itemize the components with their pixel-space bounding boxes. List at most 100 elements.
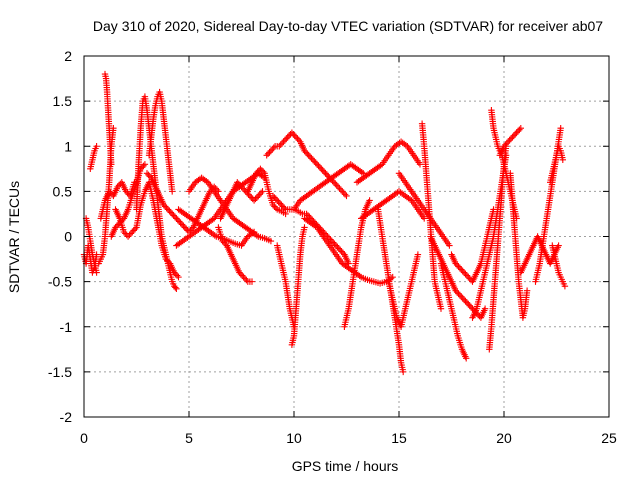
- y-tick-label: 2: [64, 48, 72, 64]
- data-point: [500, 143, 508, 150]
- series-arc-30: [418, 120, 445, 312]
- data-point: [236, 269, 243, 276]
- data-point: [236, 182, 244, 189]
- data-point: [306, 153, 314, 160]
- data-point: [466, 275, 473, 282]
- data-point: [313, 161, 321, 168]
- data-point: [285, 132, 293, 139]
- data-point: [173, 285, 180, 293]
- data-point: [334, 243, 341, 251]
- data-point: [463, 299, 471, 306]
- series-arc-35: [486, 143, 510, 353]
- data-point: [167, 209, 174, 216]
- data-point: [294, 135, 301, 142]
- data-point: [211, 232, 218, 239]
- data-point: [302, 149, 310, 156]
- data-point: [180, 222, 187, 230]
- data-point: [288, 129, 296, 136]
- data-point: [138, 164, 146, 171]
- data-point: [263, 152, 270, 159]
- x-axis-label: GPS time / hours: [292, 458, 399, 474]
- data-point: [509, 134, 516, 141]
- data-point: [126, 231, 133, 239]
- data-point: [459, 267, 466, 275]
- data-point: [254, 168, 261, 176]
- data-point: [332, 242, 340, 249]
- chart-title: Day 310 of 2020, Sidereal Day-to-day VTE…: [93, 18, 603, 34]
- data-point: [164, 206, 172, 213]
- data-point: [169, 188, 176, 195]
- data-point: [248, 194, 255, 201]
- series-arc-41: [547, 143, 566, 186]
- data-point: [303, 210, 310, 218]
- data-point: [255, 192, 262, 200]
- data-point: [319, 167, 326, 174]
- data-point: [241, 275, 249, 282]
- data-point: [516, 126, 523, 133]
- data-point: [455, 263, 462, 270]
- data-point: [239, 272, 246, 279]
- series-arc-18: [263, 129, 350, 200]
- data-point: [452, 260, 459, 267]
- data-point: [172, 270, 179, 278]
- data-point: [335, 245, 342, 252]
- series-arc-9: [133, 93, 180, 293]
- data-point: [274, 197, 281, 204]
- y-tick-label: -1.5: [48, 364, 72, 380]
- series-arc-10: [145, 88, 176, 195]
- data-point: [272, 204, 279, 212]
- data-point: [301, 147, 308, 154]
- data-point: [290, 131, 297, 138]
- data-point: [203, 178, 210, 185]
- data-point: [269, 192, 277, 200]
- data-point: [311, 158, 318, 165]
- data-point: [301, 224, 308, 231]
- data-point: [327, 236, 334, 243]
- data-point: [115, 221, 122, 228]
- data-point: [278, 140, 286, 147]
- data-point: [130, 227, 137, 234]
- data-point: [170, 212, 177, 219]
- data-point: [181, 224, 188, 231]
- data-point: [267, 147, 275, 154]
- data-point: [146, 173, 153, 180]
- data-point: [356, 272, 363, 280]
- series-arc-22: [290, 161, 367, 213]
- series-arc-21: [288, 224, 308, 348]
- x-tick-label: 15: [391, 430, 407, 446]
- data-point: [503, 140, 510, 147]
- data-point: [305, 152, 312, 159]
- data-point: [281, 204, 288, 212]
- data-point: [277, 141, 284, 148]
- series-arc-42: [549, 242, 569, 290]
- series-arc-17: [244, 165, 289, 218]
- data-point: [112, 224, 119, 231]
- data-point: [318, 165, 325, 173]
- series-arc-37: [496, 125, 524, 159]
- data-point: [292, 134, 300, 141]
- x-tick-label: 20: [496, 430, 512, 446]
- data-point: [271, 203, 278, 210]
- data-point: [458, 293, 465, 300]
- data-point: [271, 194, 278, 201]
- data-point: [143, 170, 151, 177]
- data-point: [275, 198, 282, 206]
- data-point: [481, 305, 489, 312]
- data-point: [279, 203, 286, 210]
- data-point: [222, 240, 229, 248]
- data-point: [258, 167, 265, 174]
- data-point: [455, 290, 462, 297]
- data-point: [141, 161, 149, 168]
- data-point: [338, 248, 345, 255]
- y-tick-label: -2: [60, 409, 73, 425]
- data-point: [239, 185, 247, 192]
- data-point: [246, 192, 254, 200]
- data-point: [400, 368, 407, 376]
- data-point: [173, 272, 181, 279]
- data-point: [460, 269, 468, 276]
- y-tick-label: -0.5: [48, 274, 72, 290]
- data-point: [517, 125, 524, 132]
- data-point: [243, 189, 251, 197]
- data-point: [127, 230, 135, 237]
